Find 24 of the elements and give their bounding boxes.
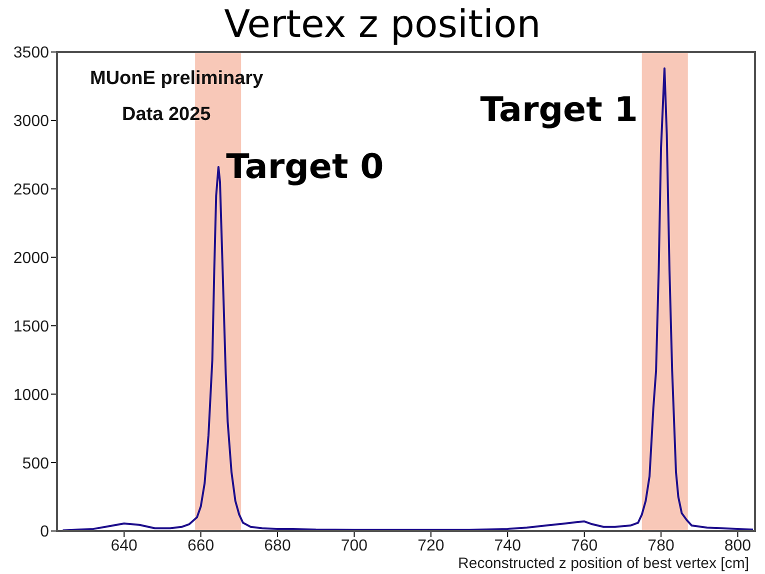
x-tick-label: 700 — [340, 537, 368, 554]
x-tick-label: 760 — [570, 537, 598, 554]
x-tick-label: 800 — [724, 537, 752, 554]
x-tick-label: 640 — [110, 537, 138, 554]
x-tick-label: 780 — [648, 537, 674, 554]
line-series — [62, 67, 754, 531]
y-tick-label: 0 — [40, 524, 50, 541]
chart-title: Vertex z position — [224, 2, 541, 46]
y-tick-label: 3500 — [13, 44, 50, 62]
annotation: MUonE preliminary — [90, 68, 264, 89]
y-tick-label: 500 — [22, 455, 50, 472]
y-tick-label: 2000 — [13, 250, 50, 267]
annotation: Data 2025 — [122, 104, 212, 125]
y-tick-label: 1500 — [13, 318, 50, 336]
y-tick-label: 3000 — [13, 113, 50, 130]
y-tick-label: 2500 — [13, 182, 50, 199]
x-tick-label: 680 — [264, 537, 291, 554]
band-label: Target 0 — [226, 147, 384, 187]
x-tick-label: 660 — [187, 537, 214, 554]
x-axis-title: Reconstructed z position of best vertex [cm] — [458, 555, 749, 572]
y-tick-label: 1000 — [13, 386, 50, 404]
x-tick-label: 740 — [494, 537, 522, 554]
x-tick-label: 720 — [418, 537, 444, 554]
band-label: Target 1 — [480, 90, 638, 130]
